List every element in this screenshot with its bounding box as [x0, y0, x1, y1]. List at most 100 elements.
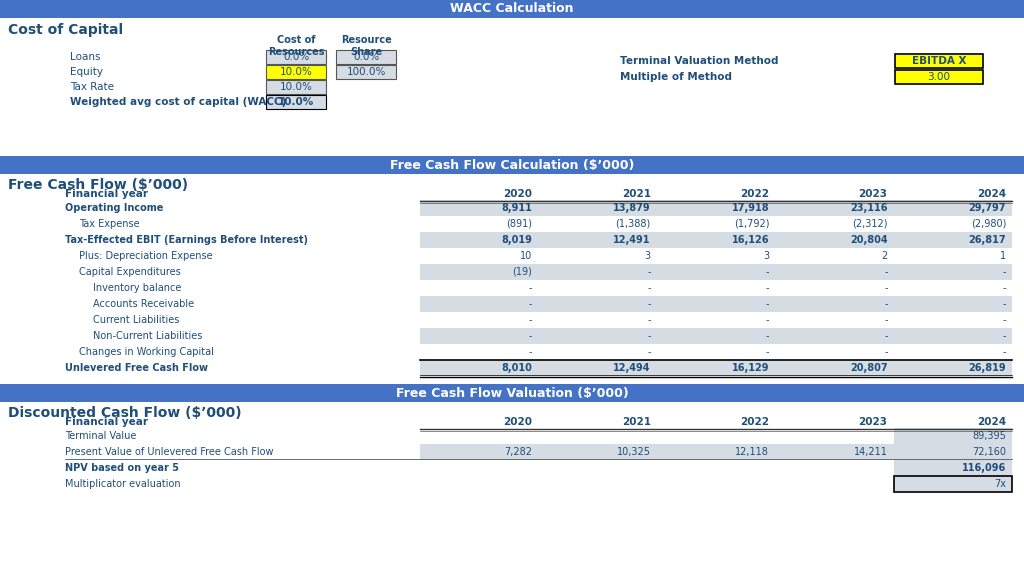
Text: Discounted Cash Flow ($’000): Discounted Cash Flow ($’000)	[8, 406, 242, 420]
Text: -: -	[766, 347, 769, 357]
Text: 3: 3	[645, 251, 651, 261]
Text: Terminal Value: Terminal Value	[65, 431, 136, 441]
Bar	[266, 80, 326, 94]
Text: -: -	[1002, 283, 1006, 293]
Text: 8,010: 8,010	[502, 363, 532, 373]
Text: -: -	[766, 267, 769, 277]
Text: (19): (19)	[513, 267, 532, 277]
Bar	[266, 65, 326, 79]
Text: Multiplicator evaluation: Multiplicator evaluation	[65, 479, 180, 489]
Text: -: -	[647, 347, 651, 357]
Text: Plus: Depreciation Expense: Plus: Depreciation Expense	[79, 251, 213, 261]
Text: (2,980): (2,980)	[971, 219, 1006, 229]
Text: 7x: 7x	[994, 479, 1006, 489]
Text: Changes in Working Capital: Changes in Working Capital	[79, 347, 214, 357]
Text: -: -	[884, 267, 888, 277]
Text: 3.00: 3.00	[928, 72, 950, 82]
Bar	[894, 476, 1012, 492]
Text: -: -	[647, 331, 651, 341]
Text: Free Cash Flow ($’000): Free Cash Flow ($’000)	[8, 178, 188, 192]
Text: 1: 1	[999, 251, 1006, 261]
Text: NPV based on year 5: NPV based on year 5	[65, 463, 179, 473]
Text: (1,388): (1,388)	[615, 219, 651, 229]
Text: 3: 3	[763, 251, 769, 261]
Text: 2021: 2021	[622, 417, 651, 427]
Text: Operating Income: Operating Income	[65, 203, 164, 213]
Text: -: -	[647, 299, 651, 309]
Text: (891): (891)	[507, 219, 532, 229]
Text: Equity: Equity	[70, 67, 103, 77]
Text: 72,160: 72,160	[972, 447, 1006, 457]
Text: 0.0%: 0.0%	[283, 52, 309, 62]
Text: 12,118: 12,118	[735, 447, 769, 457]
Text: 23,116: 23,116	[850, 203, 888, 213]
Bar	[895, 54, 983, 68]
Text: 10.0%: 10.0%	[280, 82, 312, 92]
Text: 8,911: 8,911	[502, 203, 532, 213]
Bar	[0, 384, 1024, 402]
Text: 16,129: 16,129	[732, 363, 769, 373]
Text: 10,325: 10,325	[616, 447, 651, 457]
Text: 12,491: 12,491	[613, 235, 651, 245]
Bar	[420, 360, 1012, 376]
Text: -: -	[766, 283, 769, 293]
Text: 7,282: 7,282	[505, 447, 532, 457]
Text: -: -	[647, 283, 651, 293]
Text: 14,211: 14,211	[854, 447, 888, 457]
Text: -: -	[884, 315, 888, 325]
Text: Terminal Valuation Method: Terminal Valuation Method	[620, 56, 778, 66]
Text: 2020: 2020	[504, 417, 532, 427]
Bar	[420, 232, 1012, 248]
Text: Accounts Receivable: Accounts Receivable	[93, 299, 195, 309]
Text: 89,395: 89,395	[972, 431, 1006, 441]
Text: Capital Expenditures: Capital Expenditures	[79, 267, 181, 277]
Text: Tax Rate: Tax Rate	[70, 82, 114, 92]
Text: EBITDA X: EBITDA X	[911, 56, 967, 66]
Text: 2020: 2020	[504, 189, 532, 199]
Bar	[0, 402, 1024, 577]
Text: 2023: 2023	[858, 417, 888, 427]
Bar	[895, 70, 983, 84]
Bar	[420, 312, 1012, 328]
Text: 2023: 2023	[858, 189, 888, 199]
Bar	[420, 216, 1012, 232]
Text: Cost of
Resources: Cost of Resources	[267, 35, 325, 57]
Text: -: -	[884, 347, 888, 357]
Bar	[420, 200, 1012, 216]
Text: Tax-Effected EBIT (Earnings Before Interest): Tax-Effected EBIT (Earnings Before Inter…	[65, 235, 308, 245]
Text: -: -	[884, 283, 888, 293]
Text: 100.0%: 100.0%	[346, 67, 386, 77]
Bar	[266, 50, 326, 64]
Text: -: -	[1002, 347, 1006, 357]
Text: -: -	[1002, 267, 1006, 277]
Text: 26,819: 26,819	[969, 363, 1006, 373]
Bar	[0, 18, 1024, 156]
Text: -: -	[884, 331, 888, 341]
Text: Current Liabilities: Current Liabilities	[93, 315, 179, 325]
Text: -: -	[1002, 315, 1006, 325]
Text: Free Cash Flow Calculation ($’000): Free Cash Flow Calculation ($’000)	[390, 159, 634, 171]
Text: -: -	[1002, 331, 1006, 341]
Text: WACC Calculation: WACC Calculation	[451, 2, 573, 16]
Bar	[336, 65, 396, 79]
Text: Financial year: Financial year	[65, 189, 148, 199]
Text: Loans: Loans	[70, 52, 100, 62]
Text: 2022: 2022	[740, 189, 769, 199]
Text: -: -	[1002, 299, 1006, 309]
Text: Financial year: Financial year	[65, 417, 148, 427]
Text: 12,494: 12,494	[613, 363, 651, 373]
Text: Present Value of Unlevered Free Cash Flow: Present Value of Unlevered Free Cash Flo…	[65, 447, 273, 457]
Bar	[420, 280, 1012, 296]
Text: -: -	[529, 347, 532, 357]
Text: 10.0%: 10.0%	[278, 97, 314, 107]
Text: 2024: 2024	[977, 417, 1006, 427]
Bar	[420, 328, 1012, 344]
Text: 116,096: 116,096	[962, 463, 1006, 473]
Bar	[420, 248, 1012, 264]
Text: 26,817: 26,817	[969, 235, 1006, 245]
Bar	[266, 95, 326, 109]
Bar	[0, 156, 1024, 174]
Text: 10: 10	[520, 251, 532, 261]
Text: -: -	[529, 315, 532, 325]
Text: Tax Expense: Tax Expense	[79, 219, 139, 229]
